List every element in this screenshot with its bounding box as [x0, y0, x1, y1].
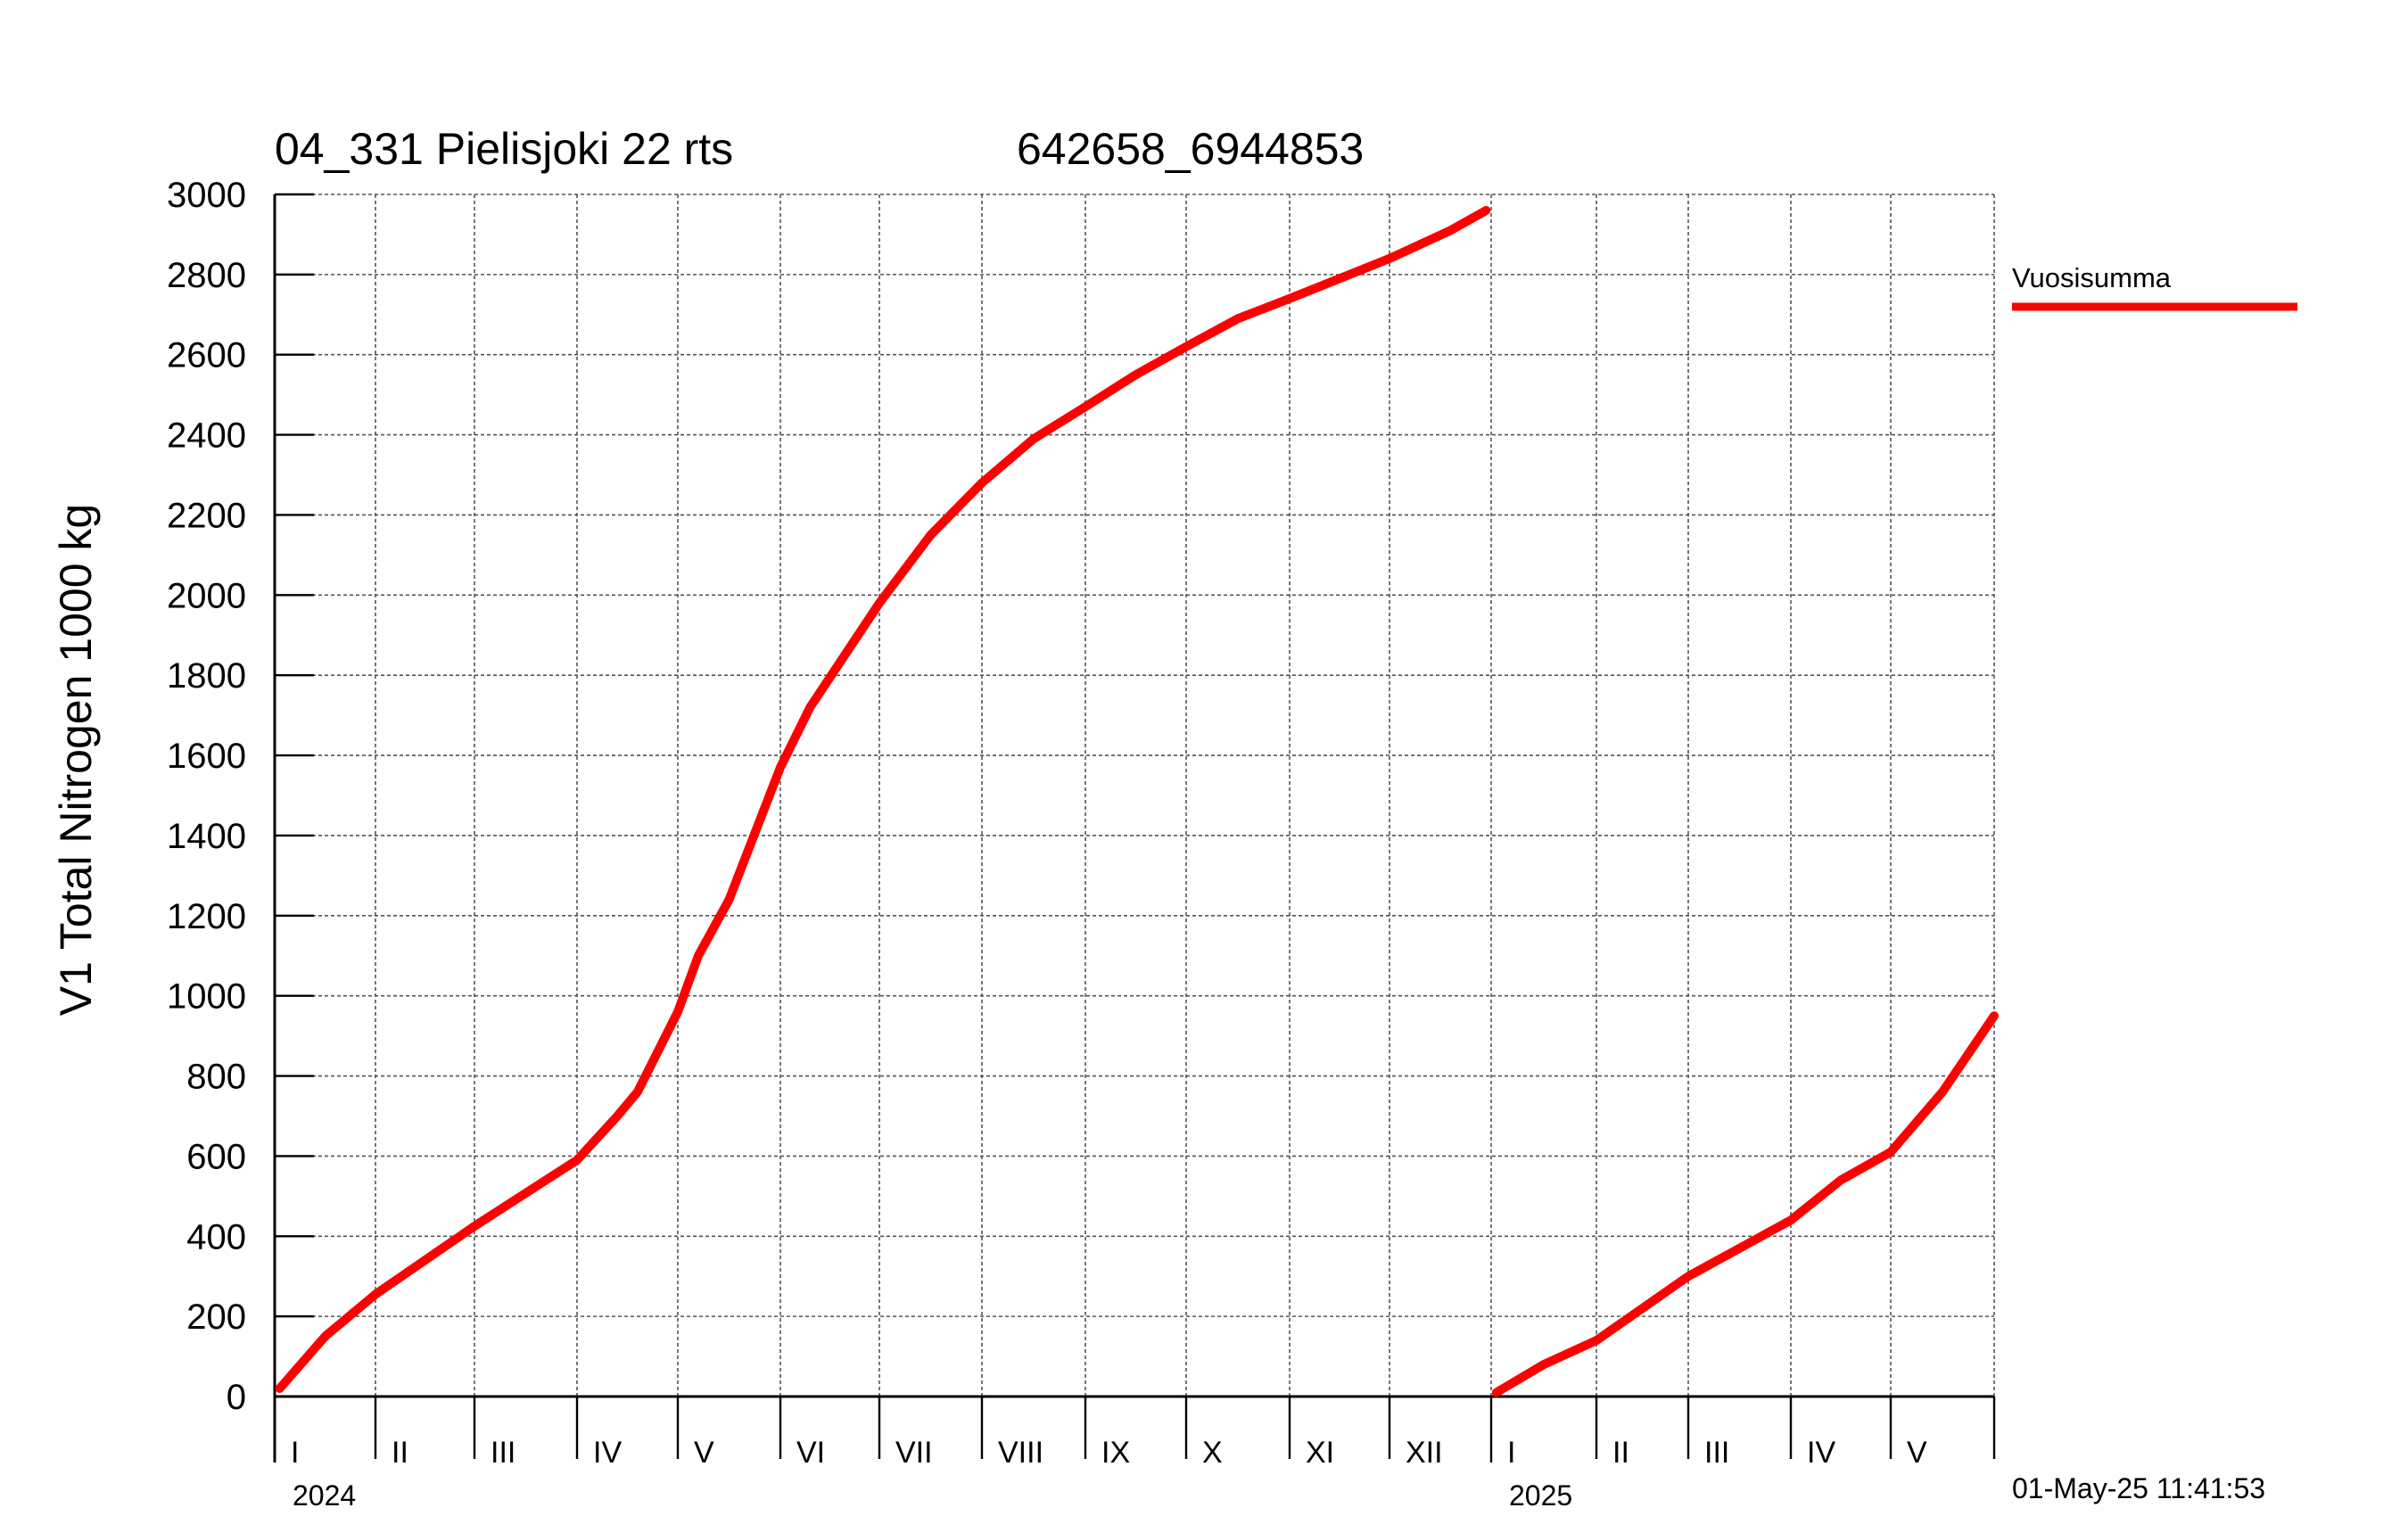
year-label-2024: 2024	[293, 1479, 356, 1512]
month-label-13: II	[1612, 1436, 1629, 1470]
y-tick-label-800: 800	[186, 1058, 246, 1097]
month-label-16: V	[1907, 1436, 1927, 1470]
month-label-8: IX	[1101, 1436, 1130, 1470]
month-label-15: IV	[1807, 1436, 1835, 1470]
y-tick-label-1400: 1400	[167, 817, 246, 856]
series-line-vuosisumma-2025	[1491, 1011, 1999, 1397]
legend: Vuosisumma	[2012, 262, 2297, 311]
y-tick-label-200: 200	[186, 1298, 246, 1337]
month-label-12: I	[1507, 1436, 1515, 1470]
month-label-5: VI	[796, 1436, 825, 1470]
month-label-11: XII	[1406, 1436, 1443, 1470]
data-series	[275, 206, 1999, 1397]
y-tick-label-2600: 2600	[167, 336, 246, 375]
month-label-10: XI	[1306, 1436, 1334, 1470]
y-tick-label-0: 0	[227, 1378, 246, 1417]
legend-label-vuosisumma: Vuosisumma	[2012, 262, 2172, 293]
y-tick-label-1200: 1200	[167, 897, 246, 936]
grid	[275, 194, 1995, 1397]
month-label-0: I	[291, 1436, 299, 1470]
month-label-9: X	[1202, 1436, 1223, 1470]
month-label-6: VII	[895, 1436, 933, 1470]
month-label-14: III	[1704, 1436, 1729, 1470]
year-label-2025: 2025	[1509, 1479, 1572, 1512]
y-tick-label-3000: 3000	[167, 176, 246, 215]
month-label-1: II	[392, 1436, 408, 1470]
month-label-7: VIII	[998, 1436, 1043, 1470]
y-tick-label-2400: 2400	[167, 416, 246, 456]
axes	[273, 193, 1996, 1462]
station-code: 642658_6944853	[1017, 124, 1364, 174]
y-tick-label-2800: 2800	[167, 256, 246, 295]
series-line-vuosisumma-2024	[275, 206, 1491, 1393]
chart-title: 04_331 Pielisjoki 22 rts	[275, 124, 733, 174]
y-tick-label-1800: 1800	[167, 656, 246, 696]
y-tick-label-2000: 2000	[167, 576, 246, 615]
y-tick-labels: 0 200 400 600 800 1000 1200 1400 1600 1800 2000 220…	[167, 176, 246, 1417]
y-tick-label-600: 600	[186, 1137, 246, 1176]
month-label-4: V	[694, 1436, 714, 1470]
month-label-2: III	[491, 1436, 515, 1470]
y-tick-label-1600: 1600	[167, 737, 246, 776]
timestamp: 01-May-25 11:41:53	[2012, 1472, 2265, 1504]
y-tick-label-2200: 2200	[167, 496, 246, 535]
y-tick-label-1000: 1000	[167, 977, 246, 1017]
y-tick-label-400: 400	[186, 1217, 246, 1256]
month-label-3: IV	[593, 1436, 622, 1470]
y-axis-label: V1 Total Nitrogen 1000 kg	[51, 504, 101, 1016]
